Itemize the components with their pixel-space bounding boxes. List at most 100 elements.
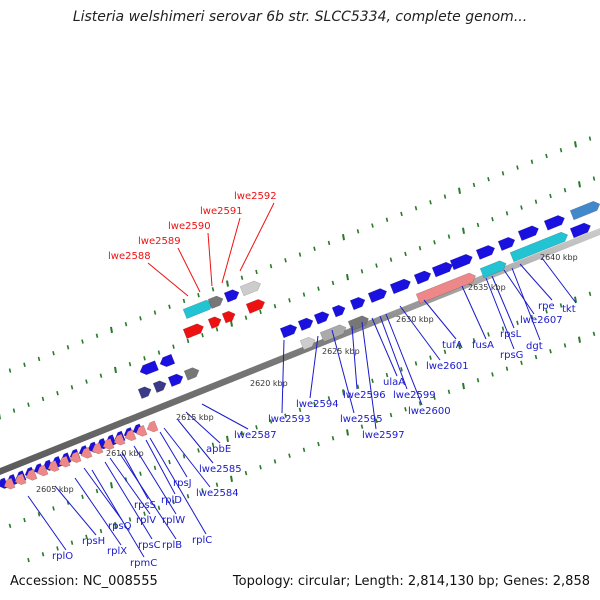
gene-label: lwe2591 (200, 206, 243, 217)
gene-arrow-shape (475, 245, 496, 260)
tick-mark (313, 401, 316, 407)
tick-mark (520, 205, 523, 210)
gene-arrow (159, 353, 176, 368)
gene-label: lwe2594 (296, 399, 339, 410)
tick-mark (346, 273, 349, 281)
tick-mark (491, 372, 494, 377)
gene-arrow-shape (146, 420, 159, 433)
gene-label: rplB (162, 540, 182, 551)
gene-arrow-shape (167, 373, 184, 387)
tick-mark (70, 540, 74, 545)
tick-mark (487, 176, 490, 182)
gene-arrow (167, 373, 184, 387)
tick-mark (404, 251, 407, 257)
gene-arrow-shape (413, 270, 432, 285)
tick-mark (215, 327, 219, 332)
gene-arrow-shape (223, 289, 240, 303)
tick-mark (578, 181, 581, 188)
tick-mark (186, 494, 190, 499)
gene-arrow-shape (159, 353, 176, 368)
tick-mark (139, 471, 142, 476)
gene-arrow-shape (349, 296, 366, 311)
gene-arrow (297, 317, 314, 331)
tick-mark (186, 338, 190, 344)
tick-mark (516, 320, 519, 326)
tick-mark (505, 366, 509, 371)
gene-arrow-shape (239, 280, 261, 297)
tick-mark (588, 291, 592, 297)
leader-line (159, 431, 188, 478)
tick-mark (273, 459, 277, 464)
tick-mark (288, 298, 291, 303)
gene-arrow (221, 310, 236, 324)
tick-mark (81, 494, 84, 500)
gene-arrow (58, 455, 71, 468)
tick-mark (259, 309, 262, 315)
tick-mark (240, 430, 244, 436)
gene-arrow (91, 442, 104, 455)
gene-label: ulaA (383, 377, 405, 388)
tick-mark (462, 382, 465, 390)
gene-label: rplX (107, 546, 127, 557)
gene-arrow (207, 316, 222, 329)
tick-mark (269, 263, 273, 269)
tick-mark (157, 350, 161, 355)
gene-label: lwe2590 (168, 221, 211, 232)
tick-mark (52, 506, 55, 511)
gene-label: rpmC (130, 558, 157, 569)
tick-mark (37, 512, 41, 517)
tick-mark (255, 425, 258, 430)
leader-line (104, 461, 153, 540)
gene-label: fusA (472, 340, 494, 351)
tick-mark (389, 412, 393, 418)
tick-mark (313, 246, 316, 251)
tick-mark (128, 361, 132, 367)
tick-mark (95, 333, 99, 338)
leader-line (83, 467, 123, 521)
tick-mark (578, 336, 581, 343)
gene-arrow (497, 237, 516, 251)
gene-arrow (389, 278, 411, 295)
gene-arrow (183, 367, 200, 381)
leader-line (461, 285, 487, 340)
gene-arrow (479, 260, 507, 279)
tick-mark (8, 523, 12, 529)
tick-mark (404, 407, 407, 412)
tick-mark (201, 332, 204, 338)
gene-label: rplV (136, 515, 156, 526)
tick-mark (172, 344, 175, 349)
scale-label: 2615 kbp (176, 413, 214, 422)
gene-arrow (367, 288, 388, 303)
tick-mark (501, 171, 505, 176)
gene-label: lwe2601 (426, 361, 469, 372)
gene-arrow-shape (245, 299, 266, 314)
gene-arrow-shape (297, 317, 314, 331)
gene-arrow-shape (479, 260, 507, 279)
tick-mark (215, 482, 219, 487)
gene-arrow-shape (299, 336, 316, 351)
scale-label: 2630 kbp (396, 315, 434, 324)
tick-mark (534, 354, 538, 360)
gene-label: rpsH (82, 536, 105, 547)
tick-mark (433, 395, 436, 400)
gene-arrow-shape (25, 468, 38, 481)
gene-arrow (47, 460, 60, 472)
gene-arrow (152, 380, 167, 393)
tick-mark (23, 517, 26, 523)
tick-mark (317, 441, 320, 447)
tick-mark (298, 252, 302, 257)
gene-label: rplO (52, 551, 73, 562)
gene-arrow (113, 433, 126, 446)
tick-mark (27, 557, 30, 563)
tick-mark (230, 475, 233, 483)
tick-mark (592, 176, 596, 181)
leader-line (485, 277, 515, 350)
gene-arrow (415, 272, 476, 304)
tick-mark (487, 332, 490, 337)
tick-mark (559, 303, 563, 308)
tick-mark (197, 292, 200, 298)
tick-mark (443, 349, 447, 355)
tick-mark (331, 280, 335, 286)
gene-arrow-shape (431, 261, 453, 278)
